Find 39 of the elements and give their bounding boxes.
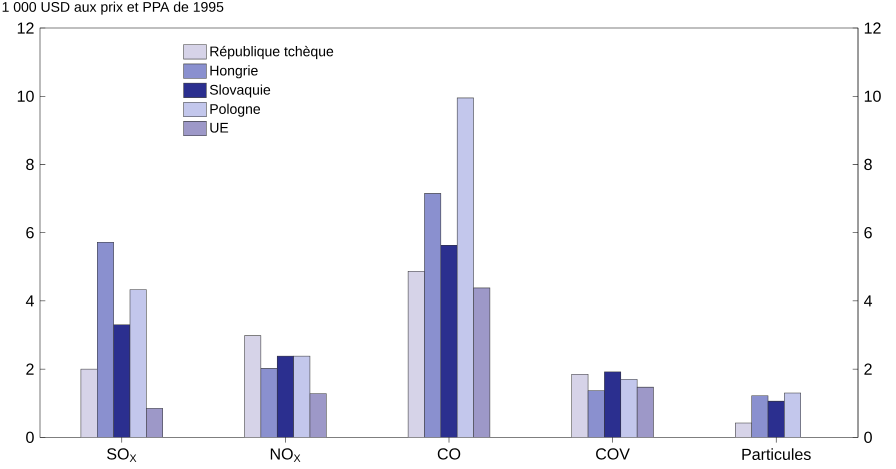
bar <box>424 193 442 438</box>
x-tick-label: COV <box>596 448 630 460</box>
bar <box>620 379 638 438</box>
legend-label: Hongrie <box>210 65 258 78</box>
bar <box>260 368 278 438</box>
y-tick-label: 2 <box>26 364 34 375</box>
legend-label: UE <box>210 122 228 133</box>
bar <box>96 242 114 438</box>
y2-tick-label: 2 <box>864 364 872 375</box>
bar <box>456 98 474 438</box>
bar <box>784 392 802 438</box>
bar <box>588 390 605 438</box>
bar <box>310 393 327 438</box>
y-tick-label: 12 <box>18 22 34 34</box>
x-tick-label: CO <box>438 448 460 460</box>
y2-tick-label: 6 <box>864 227 872 238</box>
bar <box>636 386 654 438</box>
x-tick-label: Particules <box>742 448 811 460</box>
bar <box>130 289 147 438</box>
y2-tick-label: 10 <box>864 90 881 102</box>
y-tick-label: 4 <box>26 295 34 306</box>
y2-tick-label: 8 <box>864 158 872 170</box>
legend-label: Pologne <box>210 104 260 117</box>
bar <box>751 395 768 438</box>
bar <box>146 408 163 438</box>
y-tick-label: 6 <box>26 227 34 238</box>
y2-tick-label: 4 <box>864 295 872 306</box>
x-tick-label: NO$_{X}$ <box>270 448 300 462</box>
bar <box>473 288 490 438</box>
y-tick-label: 0 <box>26 432 34 443</box>
y-tick-label: 8 <box>26 158 34 170</box>
bar <box>293 356 310 438</box>
legend-label: Slovaquie <box>210 84 270 98</box>
y-tick-label: 10 <box>18 90 34 102</box>
chart-title: 1 000 USD aux prix et PPA de 1995 <box>2 2 224 15</box>
legend-label: République tchèque <box>210 46 334 60</box>
y2-tick-label: 0 <box>864 432 872 443</box>
y2-tick-label: 12 <box>864 22 881 34</box>
x-tick-label: SO$_{X}$ <box>107 448 136 462</box>
